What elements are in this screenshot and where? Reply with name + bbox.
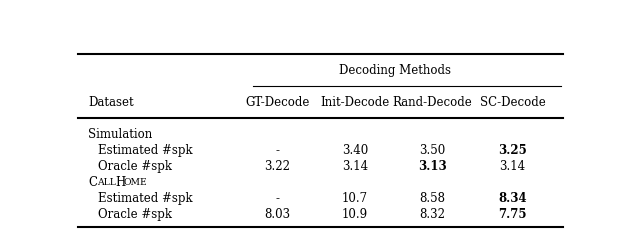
Text: 8.34: 8.34 [498, 191, 526, 204]
Text: Estimated #spk: Estimated #spk [98, 144, 192, 156]
Text: 8.32: 8.32 [419, 207, 446, 220]
Text: 3.13: 3.13 [418, 159, 447, 172]
Text: ALL: ALL [96, 177, 116, 186]
Text: GT-Decode: GT-Decode [245, 96, 309, 109]
Text: 3.22: 3.22 [264, 159, 290, 172]
Text: 3.25: 3.25 [498, 144, 527, 156]
Text: 3.14: 3.14 [342, 159, 368, 172]
Text: OME: OME [124, 177, 148, 186]
Text: Simulation: Simulation [88, 128, 152, 141]
Text: 10.9: 10.9 [342, 207, 368, 220]
Text: 8.03: 8.03 [264, 207, 290, 220]
Text: Rand-Decode: Rand-Decode [393, 96, 472, 109]
Text: 10.7: 10.7 [342, 191, 368, 204]
Text: C: C [88, 175, 97, 188]
Text: SC-Decode: SC-Decode [480, 96, 545, 109]
Text: -: - [275, 191, 279, 204]
Text: Oracle #spk: Oracle #spk [98, 207, 172, 220]
Text: -: - [275, 144, 279, 156]
Text: 7.75: 7.75 [498, 207, 526, 220]
Text: 3.50: 3.50 [419, 144, 446, 156]
Text: Init-Decode: Init-Decode [320, 96, 389, 109]
Text: Decoding Methods: Decoding Methods [339, 64, 451, 77]
Text: Estimated #spk: Estimated #spk [98, 191, 192, 204]
Text: H: H [115, 175, 125, 188]
Text: 3.40: 3.40 [342, 144, 368, 156]
Text: Dataset: Dataset [88, 96, 133, 109]
Text: Oracle #spk: Oracle #spk [98, 159, 172, 172]
Text: 8.58: 8.58 [419, 191, 446, 204]
Text: 3.14: 3.14 [500, 159, 525, 172]
